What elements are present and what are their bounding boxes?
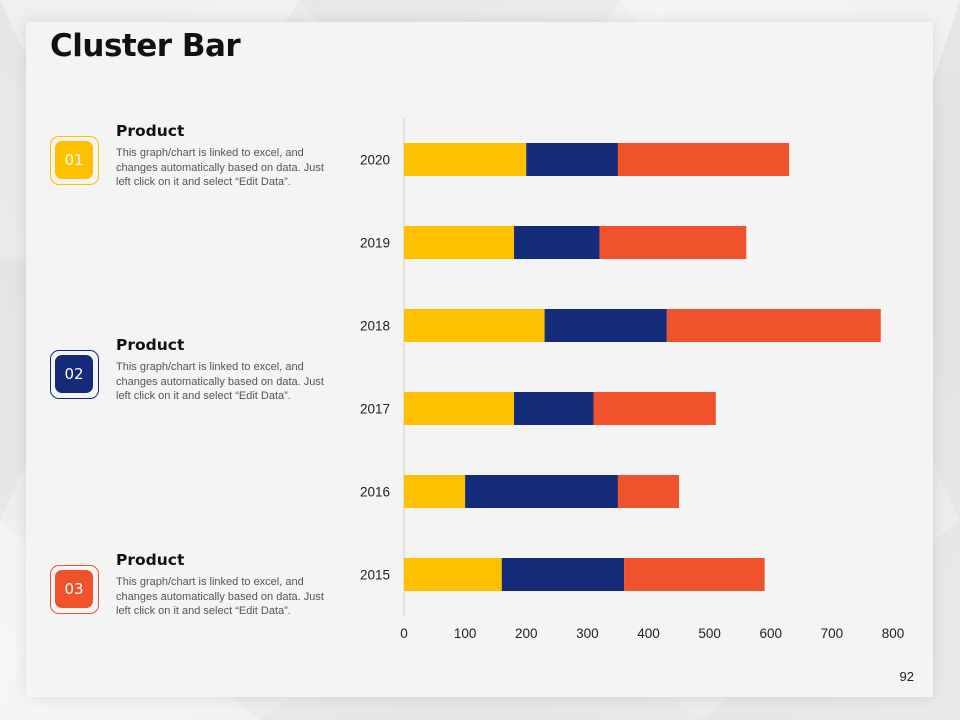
y-tick-label-2018: 2018 <box>360 319 390 334</box>
x-tick-label-300: 300 <box>576 626 599 641</box>
bar-2018-series-2 <box>544 309 667 342</box>
y-tick-label-2016: 2016 <box>360 485 390 500</box>
bar-2017-series-3 <box>593 392 716 425</box>
y-tick-label-2020: 2020 <box>360 153 390 168</box>
product-item-3: 03 Product This graph/chart is linked to… <box>50 551 340 651</box>
bar-2018-series-3 <box>666 309 881 342</box>
product-title-3: Product <box>116 551 185 569</box>
x-tick-label-500: 500 <box>698 626 721 641</box>
bar-2017-series-2 <box>514 392 594 425</box>
x-tick-label-800: 800 <box>882 626 905 641</box>
bar-2015-series-1 <box>404 558 502 591</box>
page-number: 92 <box>899 669 914 684</box>
bar-2015-series-2 <box>501 558 625 591</box>
number-badge-3: 03 <box>55 570 93 608</box>
bar-2020-series-3 <box>617 143 790 176</box>
bar-2016-series-3 <box>617 475 680 508</box>
x-tick-label-200: 200 <box>515 626 538 641</box>
product-title-1: Product <box>116 122 185 140</box>
x-tick-label-0: 0 <box>400 626 408 641</box>
bar-2015-series-3 <box>624 558 765 591</box>
bar-2020-series-2 <box>526 143 618 176</box>
bar-2019-series-3 <box>599 226 747 259</box>
product-item-2: 02 Product This graph/chart is linked to… <box>50 336 340 436</box>
badge-outline-3: 03 <box>50 565 99 614</box>
product-description-3: This graph/chart is linked to excel, and… <box>116 576 324 617</box>
x-tick-label-100: 100 <box>454 626 477 641</box>
bar-2016-series-2 <box>465 475 618 508</box>
y-tick-label-2015: 2015 <box>360 568 390 583</box>
x-tick-label-700: 700 <box>821 626 844 641</box>
number-badge-2: 02 <box>55 355 93 393</box>
y-tick-label-2019: 2019 <box>360 236 390 251</box>
x-tick-label-400: 400 <box>637 626 660 641</box>
bar-2018-series-1 <box>404 309 545 342</box>
product-item-1: 01 Product This graph/chart is linked to… <box>50 122 340 222</box>
x-tick-label-600: 600 <box>759 626 782 641</box>
product-description-1: This graph/chart is linked to excel, and… <box>116 147 324 188</box>
y-tick-label-2017: 2017 <box>360 402 390 417</box>
product-description-2: This graph/chart is linked to excel, and… <box>116 361 324 402</box>
badge-outline-2: 02 <box>50 350 99 399</box>
badge-outline-1: 01 <box>50 136 99 185</box>
bar-2017-series-1 <box>404 392 515 425</box>
slide-title: Cluster Bar <box>50 28 241 64</box>
bar-2016-series-1 <box>404 475 466 508</box>
bar-2020-series-1 <box>404 143 527 176</box>
bar-2019-series-1 <box>404 226 515 259</box>
number-badge-1: 01 <box>55 141 93 179</box>
product-title-2: Product <box>116 336 185 354</box>
bar-2019-series-2 <box>514 226 600 259</box>
